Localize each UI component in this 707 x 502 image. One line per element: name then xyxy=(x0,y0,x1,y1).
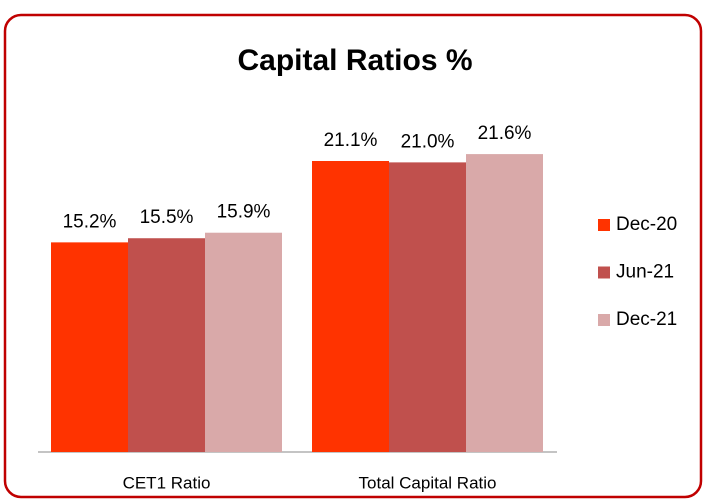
legend-swatch xyxy=(598,314,610,326)
value-label: 21.6% xyxy=(478,123,532,144)
value-label: 15.9% xyxy=(217,202,271,223)
x-tick-label: Total Capital Ratio xyxy=(359,473,497,492)
value-label: 15.2% xyxy=(63,211,117,232)
bar xyxy=(466,154,543,452)
x-tick-label: CET1 Ratio xyxy=(123,473,211,492)
bar xyxy=(128,238,205,452)
bar xyxy=(51,242,128,452)
legend-swatch xyxy=(598,219,610,231)
legend-label: Dec-20 xyxy=(616,214,677,235)
value-label: 21.1% xyxy=(324,130,378,151)
bar xyxy=(205,232,282,452)
chart-title: Capital Ratios % xyxy=(237,44,472,77)
legend-label: Dec-21 xyxy=(616,309,677,330)
legend-swatch xyxy=(598,266,610,279)
legend-label: Jun-21 xyxy=(616,262,674,283)
bar xyxy=(389,162,466,452)
value-label: 21.0% xyxy=(401,131,455,152)
bar xyxy=(312,160,389,452)
value-label: 15.5% xyxy=(140,207,194,228)
